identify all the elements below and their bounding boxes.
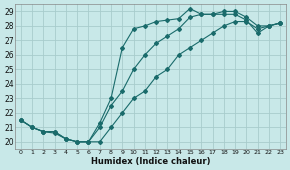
X-axis label: Humidex (Indice chaleur): Humidex (Indice chaleur) (91, 157, 210, 166)
